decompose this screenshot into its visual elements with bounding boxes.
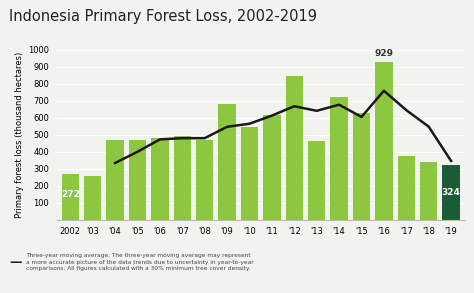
Text: 324: 324 [442, 188, 461, 197]
Text: —: — [9, 256, 22, 269]
Bar [285, 76, 303, 220]
Bar [442, 165, 460, 220]
Bar [263, 115, 281, 220]
Bar [173, 137, 191, 220]
Text: Three-year moving average. The three-year moving average may represent
a more ac: Three-year moving average. The three-yea… [26, 253, 254, 271]
Bar [196, 140, 213, 220]
Bar [308, 141, 326, 220]
Bar [219, 104, 236, 220]
Bar [420, 162, 438, 220]
Text: Indonesia Primary Forest Loss, 2002-2019: Indonesia Primary Forest Loss, 2002-2019 [9, 9, 318, 24]
Text: 929: 929 [374, 50, 393, 59]
Bar [106, 140, 124, 220]
Bar [151, 138, 169, 220]
Bar [241, 127, 258, 220]
Bar [84, 176, 101, 220]
Bar [129, 140, 146, 220]
Bar [398, 156, 415, 220]
Text: 272: 272 [61, 190, 80, 199]
Y-axis label: Primary forest loss (thousand hectares): Primary forest loss (thousand hectares) [15, 52, 24, 218]
Bar [375, 62, 392, 220]
Bar [62, 173, 79, 220]
Bar [353, 113, 370, 220]
Bar [330, 97, 348, 220]
